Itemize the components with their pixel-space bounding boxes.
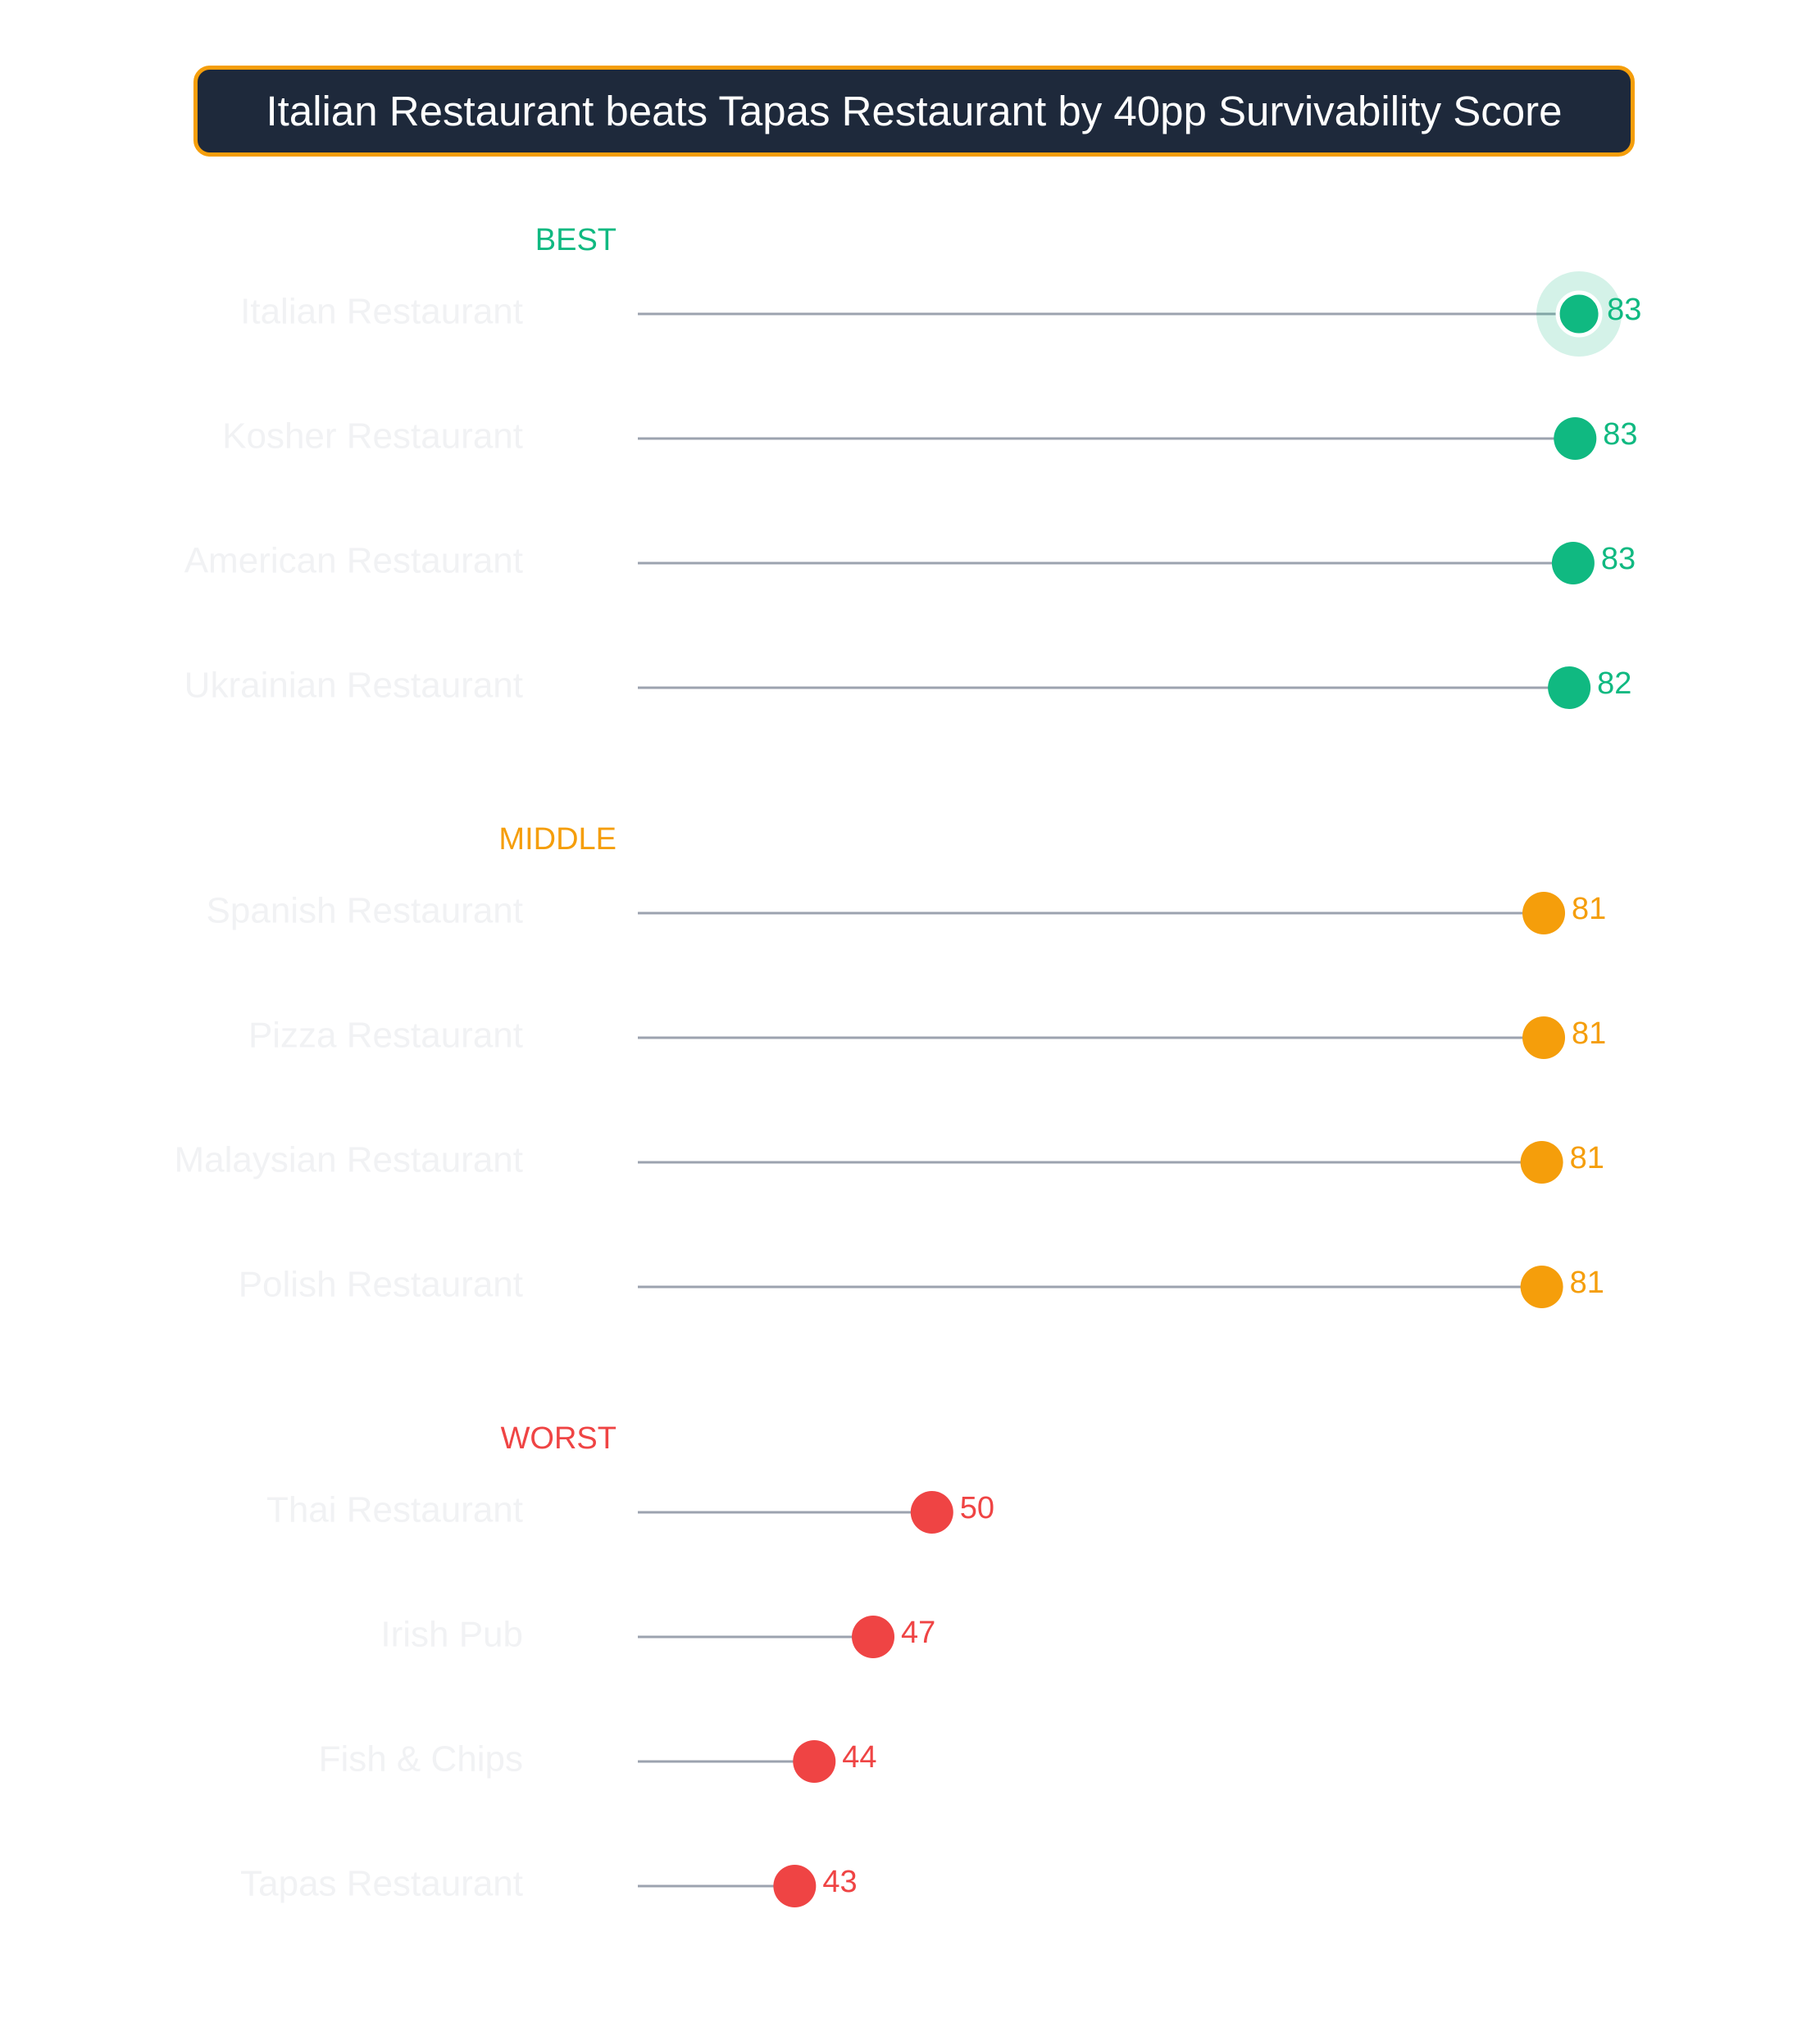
category-label-ukrainian-restaurant: Ukrainian Restaurant	[184, 666, 523, 706]
chart-title: Italian Restaurant beats Tapas Restauran…	[266, 88, 1563, 134]
value-label-ukrainian-restaurant: 82	[1597, 666, 1631, 701]
lollipop-dot-american-restaurant	[1551, 542, 1595, 584]
category-label-american-restaurant: American Restaurant	[184, 541, 523, 581]
value-label-american-restaurant: 83	[1601, 542, 1636, 576]
lollipop-dot-pizza-restaurant	[1522, 1016, 1566, 1059]
value-label-thai-restaurant: 50	[960, 1491, 994, 1525]
chart-title-box: Italian Restaurant beats Tapas Restauran…	[193, 66, 1635, 157]
value-label-polish-restaurant: 81	[1570, 1266, 1604, 1300]
value-label-spanish-restaurant: 81	[1572, 892, 1606, 926]
lollipop-dot-thai-restaurant	[910, 1491, 953, 1534]
lollipop-dot-tapas-restaurant	[773, 1865, 817, 1907]
value-label-italian-restaurant: 83	[1607, 293, 1641, 327]
group-label-worst: WORST	[501, 1421, 617, 1456]
lollipop-dot-kosher-restaurant	[1554, 417, 1597, 460]
category-label-tapas-restaurant: Tapas Restaurant	[240, 1864, 523, 1904]
value-label-irish-pub: 47	[901, 1616, 935, 1650]
value-label-tapas-restaurant: 43	[822, 1865, 857, 1899]
value-label-malaysian-restaurant: 81	[1570, 1141, 1604, 1175]
lollipop-dot-polish-restaurant	[1520, 1266, 1563, 1308]
category-label-fish-and-chips: Fish & Chips	[319, 1739, 523, 1780]
category-label-malaysian-restaurant: Malaysian Restaurant	[174, 1140, 523, 1180]
group-label-best: BEST	[535, 223, 617, 257]
category-label-irish-pub: Irish Pub	[380, 1615, 523, 1655]
lollipop-dot-malaysian-restaurant	[1520, 1141, 1563, 1184]
category-label-spanish-restaurant: Spanish Restaurant	[207, 891, 523, 931]
category-label-italian-restaurant: Italian Restaurant	[240, 292, 523, 332]
lollipop-dot-fish-and-chips	[793, 1740, 836, 1783]
value-label-kosher-restaurant: 83	[1603, 417, 1637, 452]
value-label-fish-and-chips: 44	[842, 1740, 876, 1775]
lollipop-dot-ukrainian-restaurant	[1548, 666, 1591, 709]
lollipop-dot-italian-restaurant	[1555, 290, 1603, 338]
category-label-kosher-restaurant: Kosher Restaurant	[222, 416, 523, 457]
category-label-pizza-restaurant: Pizza Restaurant	[248, 1016, 523, 1056]
group-label-middle: MIDDLE	[498, 822, 617, 857]
lollipop-dot-irish-pub	[852, 1616, 895, 1658]
category-label-thai-restaurant: Thai Restaurant	[266, 1490, 523, 1530]
value-label-pizza-restaurant: 81	[1572, 1016, 1606, 1051]
category-label-polish-restaurant: Polish Restaurant	[239, 1265, 523, 1305]
lollipop-dot-spanish-restaurant	[1522, 892, 1566, 934]
